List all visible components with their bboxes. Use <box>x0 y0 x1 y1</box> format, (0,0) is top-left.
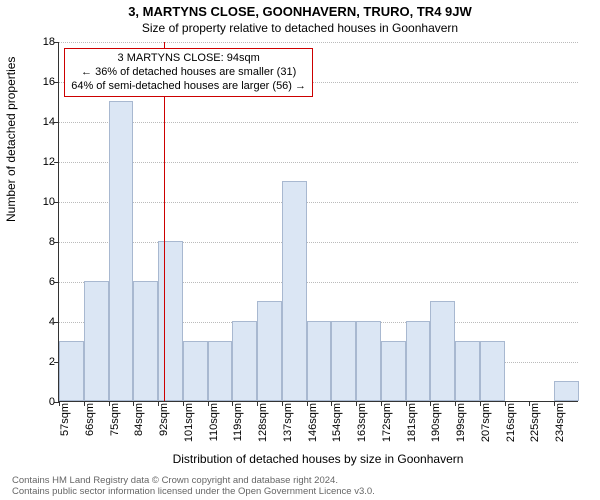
histogram-bar <box>331 321 356 401</box>
ytick-label: 18 <box>31 36 55 48</box>
ytick-label: 12 <box>31 156 55 168</box>
xtick-label: 66sqm <box>84 403 96 436</box>
xtick-label: 128sqm <box>257 403 269 442</box>
xtick-label: 207sqm <box>480 403 492 442</box>
xtick-label: 137sqm <box>282 403 294 442</box>
xtick-label: 75sqm <box>109 403 121 436</box>
y-axis-label: Number of detached properties <box>4 57 18 222</box>
gridline-h <box>59 202 578 203</box>
chart-container: 3, MARTYNS CLOSE, GOONHAVERN, TRURO, TR4… <box>0 0 600 500</box>
xtick-label: 216sqm <box>505 403 517 442</box>
histogram-bar <box>232 321 257 401</box>
histogram-bar <box>430 301 455 401</box>
xtick-label: 225sqm <box>529 403 541 442</box>
ytick-label: 16 <box>31 76 55 88</box>
histogram-bar <box>406 321 431 401</box>
histogram-bar <box>282 181 307 401</box>
xtick-label: 119sqm <box>232 403 244 441</box>
ytick-label: 6 <box>31 276 55 288</box>
chart-subtitle: Size of property relative to detached ho… <box>0 19 600 35</box>
histogram-bar <box>183 341 208 401</box>
gridline-h <box>59 42 578 43</box>
ytick-label: 2 <box>31 356 55 368</box>
xtick-label: 172sqm <box>381 403 393 442</box>
histogram-bar <box>455 341 480 401</box>
footer-line2: Contains public sector information licen… <box>12 487 375 498</box>
ytick-label: 4 <box>31 316 55 328</box>
xtick-label: 110sqm <box>208 403 220 441</box>
histogram-bar <box>480 341 505 401</box>
xtick-label: 181sqm <box>406 403 418 442</box>
histogram-bar <box>133 281 158 401</box>
xtick-label: 92sqm <box>158 403 170 436</box>
xtick-label: 154sqm <box>331 403 343 442</box>
xtick-label: 163sqm <box>356 403 368 442</box>
histogram-bar <box>59 341 84 401</box>
annotation-box: 3 MARTYNS CLOSE: 94sqm ← 36% of detached… <box>64 48 313 97</box>
plot-area: 02468101214161857sqm66sqm75sqm84sqm92sqm… <box>58 42 578 402</box>
gridline-h <box>59 242 578 243</box>
xtick-label: 234sqm <box>554 403 566 442</box>
ytick-label: 14 <box>31 116 55 128</box>
xtick-label: 84sqm <box>133 403 145 436</box>
histogram-bar <box>356 321 381 401</box>
histogram-bar <box>554 381 579 401</box>
chart-title: 3, MARTYNS CLOSE, GOONHAVERN, TRURO, TR4… <box>0 0 600 19</box>
xtick-label: 146sqm <box>307 403 319 442</box>
histogram-bar <box>208 341 233 401</box>
ytick-label: 8 <box>31 236 55 248</box>
ytick-label: 0 <box>31 396 55 408</box>
histogram-bar <box>158 241 183 401</box>
xtick-label: 57sqm <box>59 403 71 436</box>
annotation-line1: 3 MARTYNS CLOSE: 94sqm <box>71 52 306 66</box>
annotation-line3: 64% of semi-detached houses are larger (… <box>71 80 306 94</box>
gridline-h <box>59 162 578 163</box>
histogram-bar <box>307 321 332 401</box>
xtick-label: 190sqm <box>430 403 442 442</box>
histogram-bar <box>257 301 282 401</box>
annotation-line2: ← 36% of detached houses are smaller (31… <box>71 66 306 80</box>
xtick-label: 199sqm <box>455 403 467 442</box>
ytick-label: 10 <box>31 196 55 208</box>
histogram-bar <box>84 281 109 401</box>
footer-attribution: Contains HM Land Registry data © Crown c… <box>12 476 375 498</box>
gridline-h <box>59 122 578 123</box>
xtick-label: 101sqm <box>183 403 195 442</box>
histogram-bar <box>381 341 406 401</box>
histogram-bar <box>109 101 134 401</box>
x-axis-label: Distribution of detached houses by size … <box>58 452 578 466</box>
